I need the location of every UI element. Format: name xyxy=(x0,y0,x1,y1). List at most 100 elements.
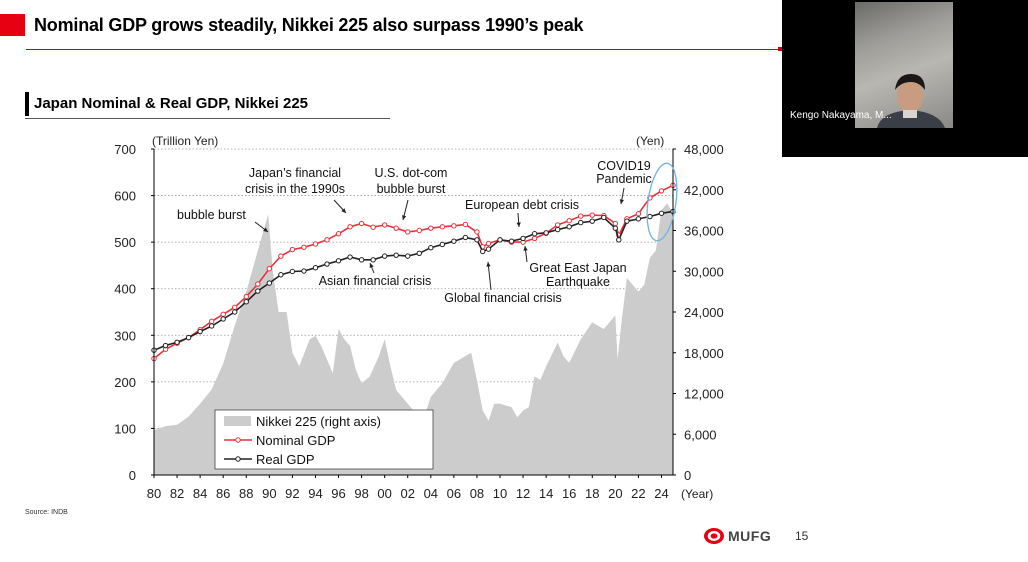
left-tick-label: 700 xyxy=(114,142,136,157)
point-real-gdp xyxy=(324,261,330,267)
title-divider-end xyxy=(778,47,783,51)
point-real-gdp xyxy=(312,265,319,271)
point-real-gdp xyxy=(278,272,284,278)
point-real-gdp xyxy=(635,216,642,222)
annotation-label: bubble burst xyxy=(177,208,246,222)
point-real-gdp xyxy=(208,323,215,329)
point-real-gdp xyxy=(381,253,388,259)
annotation-arrow-head xyxy=(486,262,491,267)
video-tile[interactable]: Kengo Nakayama, M... xyxy=(782,0,1028,157)
point-real-gdp xyxy=(393,252,399,258)
annotation-label: crisis in the 1990s xyxy=(245,182,345,196)
title-accent-bar xyxy=(0,14,25,36)
point-real-gdp xyxy=(416,250,422,257)
point-nominal-gdp xyxy=(635,211,642,217)
right-tick-label: 30,000 xyxy=(684,264,724,279)
point-nominal-gdp xyxy=(405,229,411,235)
point-real-gdp xyxy=(578,219,584,226)
x-axis-label: (Year) xyxy=(681,487,713,501)
point-real-gdp xyxy=(358,257,365,263)
point-real-gdp xyxy=(616,237,622,243)
right-tick-label: 42,000 xyxy=(684,183,724,198)
x-tick-label: 84 xyxy=(193,486,207,501)
right-tick-label: 36,000 xyxy=(684,224,724,239)
x-tick-label: 24 xyxy=(654,486,668,501)
point-real-gdp xyxy=(497,237,503,243)
point-real-gdp xyxy=(612,225,619,231)
annotation-label: bubble burst xyxy=(377,182,446,196)
point-real-gdp xyxy=(289,268,296,275)
annotation-arrow-head xyxy=(341,208,346,213)
legend-label-real: Real GDP xyxy=(256,452,315,467)
right-tick-label: 0 xyxy=(684,468,691,483)
point-nominal-gdp xyxy=(289,246,296,253)
annotation-label: Pandemic xyxy=(596,172,652,186)
right-tick-label: 12,000 xyxy=(684,387,724,402)
legend-marker-nominal xyxy=(235,437,241,443)
point-real-gdp xyxy=(220,316,226,322)
left-tick-label: 400 xyxy=(114,282,136,297)
left-axis-label: (Trillion Yen) xyxy=(152,134,218,148)
speaker-person-icon xyxy=(877,74,945,128)
point-nominal-gdp xyxy=(312,241,319,247)
annotation-arrow-line xyxy=(487,261,492,291)
annotation-label: U.S. dot-com xyxy=(375,166,448,180)
legend-label-nominal: Nominal GDP xyxy=(256,433,335,448)
x-tick-label: 16 xyxy=(562,486,576,501)
right-tick-label: 6,000 xyxy=(684,427,717,442)
point-nominal-gdp xyxy=(381,222,388,228)
point-real-gdp xyxy=(370,257,376,263)
x-tick-label: 22 xyxy=(631,486,645,501)
right-tick-label: 24,000 xyxy=(684,305,724,320)
point-real-gdp xyxy=(197,328,203,335)
point-nominal-gdp xyxy=(220,311,226,318)
x-tick-label: 02 xyxy=(400,486,414,501)
title-divider xyxy=(26,49,782,50)
chart-title: Japan Nominal & Real GDP, Nikkei 225 xyxy=(34,95,309,112)
point-nominal-gdp xyxy=(428,225,434,231)
left-tick-label: 300 xyxy=(114,328,136,343)
speaker-name-label: Kengo Nakayama, M... xyxy=(790,110,892,121)
left-tick-label: 200 xyxy=(114,375,136,390)
x-tick-label: 12 xyxy=(516,486,530,501)
x-tick-label: 90 xyxy=(262,486,276,501)
point-real-gdp xyxy=(601,214,607,221)
point-nominal-gdp xyxy=(301,244,307,250)
left-tick-label: 0 xyxy=(129,468,136,483)
series-nikkei-area xyxy=(154,203,673,476)
point-real-gdp xyxy=(485,246,492,252)
logo-text: MUFG xyxy=(728,528,772,544)
right-tick-label: 18,000 xyxy=(684,346,724,361)
point-nominal-gdp xyxy=(531,235,538,242)
point-real-gdp xyxy=(301,268,307,274)
x-tick-label: 82 xyxy=(170,486,184,501)
point-real-gdp xyxy=(162,342,169,349)
right-tick-label: 48,000 xyxy=(684,142,724,157)
annotation-arrow-head xyxy=(263,227,268,232)
point-nominal-gdp xyxy=(474,229,480,235)
point-nominal-gdp xyxy=(566,218,572,224)
point-real-gdp xyxy=(647,213,653,220)
x-tick-label: 14 xyxy=(539,486,553,501)
point-real-gdp xyxy=(543,230,549,236)
mufg-logo: MUFG xyxy=(703,527,771,545)
point-real-gdp xyxy=(335,258,342,264)
point-nominal-gdp xyxy=(439,224,446,230)
annotation-label: Asian financial crisis xyxy=(319,274,432,288)
point-real-gdp xyxy=(566,224,572,230)
point-nominal-gdp xyxy=(554,222,561,228)
point-nominal-gdp xyxy=(370,224,376,230)
x-tick-label: 08 xyxy=(470,486,484,501)
slide-title: Nominal GDP grows steadily, Nikkei 225 a… xyxy=(34,15,584,35)
annotation-label: European debt crisis xyxy=(465,198,579,212)
mufg-logo-icon xyxy=(704,528,724,544)
point-real-gdp xyxy=(520,235,526,242)
legend-marker-real xyxy=(235,456,241,462)
point-real-gdp xyxy=(451,238,457,244)
highlight-ellipse xyxy=(646,162,678,242)
x-tick-label: 80 xyxy=(147,486,161,501)
point-nominal-gdp xyxy=(658,188,665,194)
point-nominal-gdp xyxy=(358,220,365,227)
point-real-gdp xyxy=(174,339,180,345)
